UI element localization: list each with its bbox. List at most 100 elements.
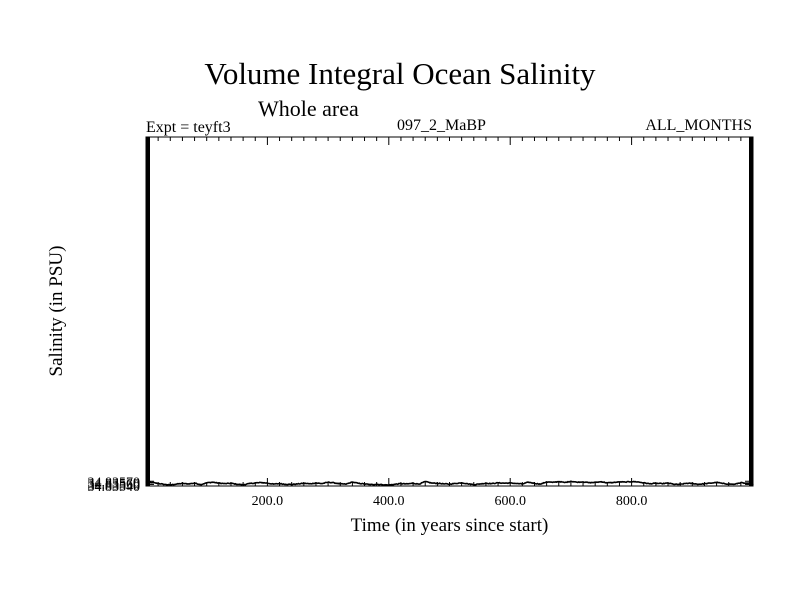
data-point bbox=[697, 483, 699, 485]
data-point bbox=[339, 483, 341, 485]
data-point bbox=[454, 482, 457, 485]
data-point bbox=[285, 483, 287, 485]
data-point bbox=[527, 481, 530, 483]
run-label: 097_2_MaBP bbox=[397, 117, 486, 134]
data-point bbox=[260, 481, 262, 484]
data-point bbox=[521, 483, 523, 485]
data-point bbox=[497, 482, 499, 484]
data-point bbox=[236, 483, 238, 485]
data-point bbox=[357, 482, 360, 484]
data-point bbox=[400, 483, 402, 485]
data-point bbox=[212, 481, 214, 483]
data-point bbox=[582, 481, 584, 483]
series-layer bbox=[145, 480, 754, 486]
data-point bbox=[151, 481, 153, 484]
chart-title: Volume Integral Ocean Salinity bbox=[204, 56, 596, 91]
data-point bbox=[479, 483, 481, 485]
data-point bbox=[363, 483, 366, 485]
data-point bbox=[673, 483, 675, 485]
data-point bbox=[309, 483, 311, 485]
data-point bbox=[351, 481, 353, 483]
y-tick-label: 34.83540 bbox=[88, 480, 141, 495]
data-point bbox=[600, 481, 602, 483]
data-point bbox=[709, 482, 712, 484]
data-point bbox=[533, 482, 536, 484]
data-point bbox=[224, 483, 226, 485]
data-point bbox=[643, 482, 645, 484]
data-point bbox=[473, 483, 475, 486]
plot-frame bbox=[145, 136, 754, 487]
data-point bbox=[691, 482, 693, 485]
x-axis-title: Time (in years since start) bbox=[351, 515, 549, 536]
months-label: ALL_MONTHS bbox=[645, 117, 752, 134]
data-point bbox=[418, 483, 420, 485]
labels-layer: 200.0 400.0 600.0 800.0 34.8354034.8355034.8… bbox=[88, 475, 648, 509]
data-point bbox=[327, 481, 329, 483]
data-point bbox=[509, 482, 511, 484]
data-point bbox=[206, 482, 208, 484]
data-point bbox=[321, 483, 323, 485]
data-point bbox=[230, 482, 232, 484]
data-point bbox=[546, 481, 548, 483]
data-point bbox=[485, 482, 487, 484]
chart-subtitle: Whole area bbox=[258, 96, 359, 121]
data-point bbox=[618, 481, 621, 483]
data-point bbox=[382, 484, 384, 486]
data-point bbox=[728, 483, 730, 485]
y-tick-label: 34.83550 bbox=[88, 478, 141, 493]
data-point bbox=[157, 482, 159, 485]
data-point bbox=[461, 482, 463, 484]
data-point bbox=[412, 482, 414, 484]
data-point bbox=[515, 482, 517, 485]
data-point bbox=[491, 483, 493, 485]
data-point bbox=[558, 480, 560, 483]
ticks-layer bbox=[146, 136, 753, 487]
x-tick-label: 800.0 bbox=[616, 494, 648, 509]
data-point bbox=[303, 482, 305, 484]
data-point bbox=[369, 483, 372, 486]
data-point bbox=[570, 480, 572, 482]
data-point bbox=[163, 483, 165, 486]
data-point bbox=[406, 483, 408, 485]
data-point bbox=[248, 483, 250, 485]
data-point bbox=[467, 483, 469, 485]
data-point bbox=[594, 481, 596, 483]
data-point bbox=[436, 482, 438, 484]
data-point bbox=[661, 483, 663, 485]
data-point bbox=[388, 484, 390, 486]
data-point bbox=[655, 482, 657, 484]
data-point bbox=[649, 483, 651, 485]
data-point bbox=[448, 483, 451, 485]
data-point bbox=[394, 483, 396, 485]
data-point bbox=[624, 481, 627, 483]
data-point bbox=[564, 481, 566, 484]
y-tick-label: 34.83570 bbox=[88, 475, 141, 490]
data-point bbox=[637, 481, 639, 483]
data-point bbox=[175, 483, 177, 485]
data-point bbox=[740, 481, 742, 484]
data-point bbox=[272, 483, 275, 485]
data-point bbox=[254, 482, 256, 484]
data-point bbox=[552, 481, 554, 483]
data-point bbox=[539, 483, 542, 485]
data-point bbox=[193, 482, 196, 484]
x-tick-label: 200.0 bbox=[252, 494, 284, 509]
data-point bbox=[703, 483, 706, 485]
data-point bbox=[734, 483, 736, 485]
data-point bbox=[576, 481, 578, 483]
data-point bbox=[169, 484, 171, 486]
data-point bbox=[297, 483, 299, 485]
data-point bbox=[503, 482, 505, 484]
x-tick-label: 400.0 bbox=[373, 494, 405, 509]
x-tick-label: 600.0 bbox=[494, 494, 526, 509]
data-point bbox=[266, 482, 268, 484]
data-point bbox=[631, 480, 633, 483]
data-point bbox=[430, 482, 432, 484]
data-point bbox=[606, 482, 608, 484]
data-point bbox=[442, 483, 445, 485]
data-point bbox=[187, 483, 190, 485]
data-point bbox=[242, 484, 244, 486]
data-point bbox=[722, 482, 724, 485]
data-point bbox=[612, 481, 614, 484]
